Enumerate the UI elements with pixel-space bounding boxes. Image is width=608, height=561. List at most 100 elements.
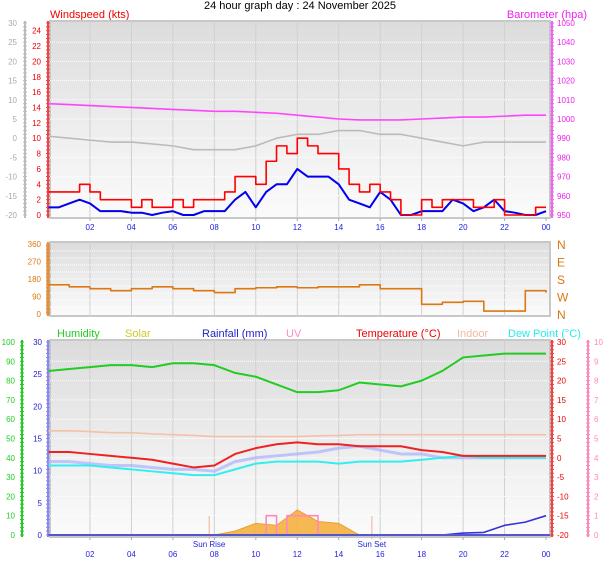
direction-tick-label: 180 [28, 275, 42, 284]
humidity-tick-label: 70 [6, 396, 15, 405]
compass-label-w: W [557, 291, 569, 305]
direction-tick-label: 360 [28, 240, 42, 249]
humidity-tick-label: 90 [6, 357, 15, 366]
outer-left-tick-label: 25 [8, 38, 17, 47]
x-tick-label: 20 [459, 550, 468, 559]
windspeed-tick-label: 8 [37, 150, 42, 159]
rainfall-tick-label: 5 [38, 499, 43, 508]
temperature-tick-label: 10 [557, 415, 566, 424]
series-wind-gust [48, 137, 547, 216]
compass-label-n: N [557, 238, 566, 252]
temperature-tick-label: 15 [557, 396, 566, 405]
temperature-tick-label: 30 [557, 338, 566, 347]
temperature-tick-label: 20 [557, 377, 566, 386]
humidity-tick-label: 80 [6, 377, 15, 386]
x-tick-label: 22 [500, 223, 509, 232]
temperature-tick-label: 0 [557, 454, 562, 463]
outer-left-tick-label: 15 [8, 77, 17, 86]
barometer-tick-label: 1030 [557, 57, 575, 66]
outer-left-tick-label: -15 [5, 192, 17, 201]
temperature-tick-label: 5 [557, 435, 562, 444]
outer-left-tick-label: -5 [10, 153, 18, 162]
sunrise-label: Sun Rise [193, 540, 226, 549]
barometer-tick-label: 1010 [557, 96, 575, 105]
legend-dew-point: Dew Point (°C) [508, 328, 581, 340]
outer-left-tick-label: -10 [5, 173, 17, 182]
x-tick-label: 18 [417, 223, 426, 232]
uv-tick-label: 5 [594, 435, 599, 444]
outer-left-tick-label: 5 [13, 115, 18, 124]
x-tick-label: 06 [168, 550, 177, 559]
rainfall-tick-label: 20 [33, 402, 42, 411]
uv-tick-label: 8 [594, 377, 599, 386]
chart-title: 24 hour graph day : 24 November 2025 [204, 0, 396, 12]
compass-label-s: S [557, 273, 565, 287]
wind-panel [49, 20, 551, 219]
outer-left-tick-label: 10 [8, 96, 17, 105]
temperature-tick-label: -10 [557, 492, 569, 501]
uv-tick-label: 2 [594, 492, 599, 501]
x-tick-label: 12 [293, 223, 302, 232]
uv-tick-label: 4 [594, 454, 599, 463]
x-tick-label: 14 [334, 550, 343, 559]
humidity-tick-label: 100 [2, 338, 16, 347]
series-wind-average [48, 167, 547, 216]
barometer-tick-label: 1000 [557, 115, 575, 124]
windspeed-tick-label: 24 [32, 27, 41, 36]
humidity-tick-label: 60 [6, 415, 15, 424]
humidity-temp-panel [49, 339, 551, 538]
x-tick-label: 04 [127, 550, 136, 559]
x-tick-label: 06 [168, 223, 177, 232]
temperature-tick-label: -5 [557, 473, 565, 482]
bottom-legend: Humidity Solar Rainfall (mm) UV Temperat… [57, 328, 581, 340]
windspeed-tick-label: 12 [32, 119, 41, 128]
rainfall-tick-label: 10 [33, 467, 42, 476]
barometer-tick-label: 950 [557, 211, 571, 220]
rainfall-tick-label: 0 [38, 531, 43, 540]
legend-solar: Solar [125, 328, 151, 340]
x-tick-label: 10 [251, 223, 260, 232]
barometer-label: Barometer (hpa) [507, 9, 587, 21]
x-tick-label: 04 [127, 223, 136, 232]
x-tick-label: 18 [417, 550, 426, 559]
direction-panel [49, 241, 551, 317]
series-direction [48, 284, 547, 312]
x-tick-label: 00 [542, 223, 551, 232]
legend-temperature: Temperature (°C) [356, 328, 440, 340]
x-tick-label: 02 [86, 223, 95, 232]
barometer-tick-label: 1040 [557, 38, 575, 47]
series-humidity [48, 352, 547, 394]
windspeed-label: Windspeed (kts) [50, 9, 129, 21]
temperature-tick-label: 25 [557, 357, 566, 366]
x-tick-label: 08 [210, 550, 219, 559]
direction-tick-label: 90 [32, 293, 41, 302]
temperature-tick-label: -15 [557, 512, 569, 521]
windspeed-tick-label: 22 [32, 42, 41, 51]
uv-tick-label: 10 [594, 338, 603, 347]
legend-uv: UV [286, 328, 302, 340]
rainfall-tick-label: 25 [33, 370, 42, 379]
humidity-tick-label: 10 [6, 512, 15, 521]
direction-tick-label: 270 [28, 258, 42, 267]
x-tick-label: 00 [542, 550, 551, 559]
barometer-tick-label: 1050 [557, 19, 575, 28]
legend-humidity: Humidity [57, 328, 100, 340]
windspeed-tick-label: 10 [32, 134, 41, 143]
series-feels-like [48, 444, 547, 473]
sunset-label: Sun Set [358, 540, 387, 549]
barometer-tick-label: 1020 [557, 77, 575, 86]
series-barometer [48, 102, 547, 121]
windspeed-tick-label: 2 [37, 196, 42, 205]
windspeed-tick-label: 20 [32, 57, 41, 66]
uv-tick-label: 0 [594, 531, 599, 540]
direction-tick-label: 0 [37, 310, 42, 319]
humidity-tick-label: 40 [6, 454, 15, 463]
windspeed-tick-label: 6 [37, 165, 42, 174]
series-outside-gray [48, 129, 547, 151]
x-tick-label: 14 [334, 223, 343, 232]
uv-tick-label: 9 [594, 357, 599, 366]
temperature-tick-label: -20 [557, 531, 569, 540]
uv-tick-label: 6 [594, 415, 599, 424]
x-tick-label: 02 [86, 550, 95, 559]
